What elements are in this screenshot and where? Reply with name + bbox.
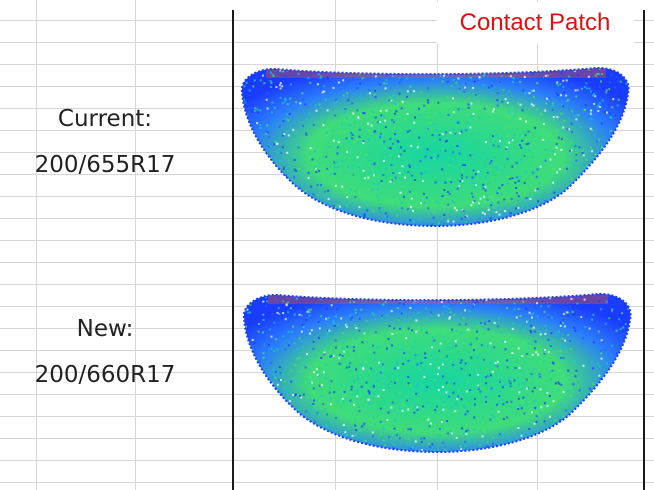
current-tire-label: Current: bbox=[57, 106, 153, 132]
current-tire-size: 200/655R17 bbox=[34, 152, 176, 178]
new-tire-size: 200/660R17 bbox=[34, 362, 176, 388]
left-divider bbox=[232, 10, 234, 490]
new-tire-label: New: bbox=[76, 316, 134, 342]
new-contact-patch-image bbox=[242, 292, 632, 454]
right-divider bbox=[643, 10, 645, 490]
current-contact-patch-image bbox=[240, 66, 630, 228]
contact-patch-title: Contact Patch bbox=[436, 2, 634, 44]
